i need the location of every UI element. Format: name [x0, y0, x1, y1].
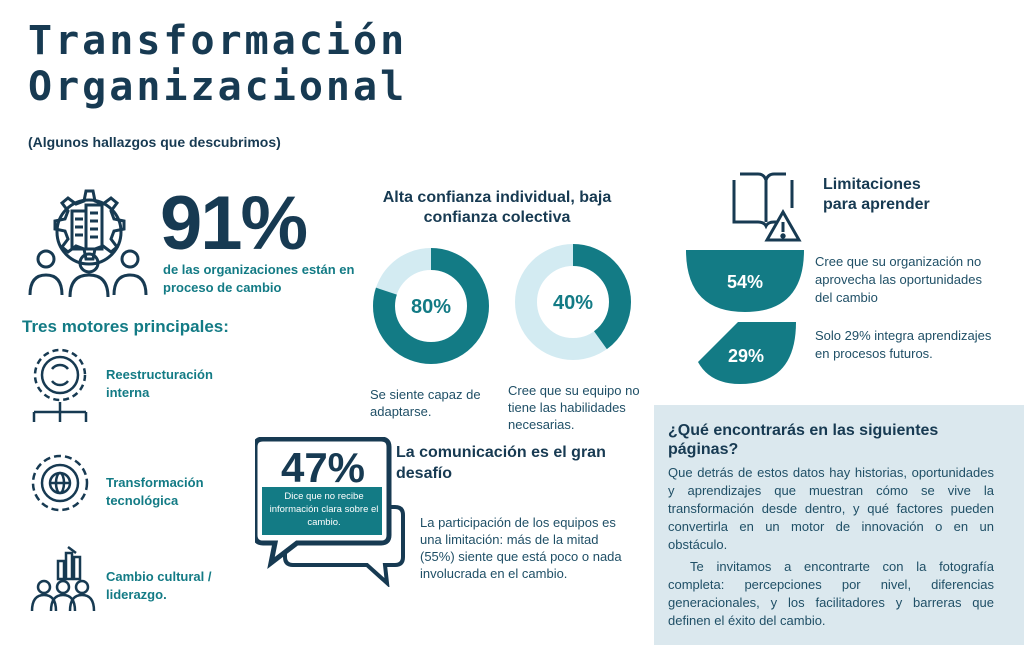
hero-stat-value: 91%: [160, 181, 308, 266]
donut-value-2: 40%: [553, 292, 593, 314]
segment-29: 29%: [698, 322, 796, 384]
speech-bubbles: [255, 437, 405, 587]
panel-paragraph-1: Que detrás de estos datos hay historias,…: [668, 465, 994, 552]
bubble-value: 47%: [280, 444, 366, 491]
motor-label-1: Reestructuración interna: [106, 367, 213, 400]
motors-title: Tres motores principales:: [22, 317, 229, 336]
limitation-text-1: Cree que su organización no aprovecha la…: [815, 254, 982, 305]
limitation-value-1: 54%: [727, 272, 763, 292]
gear-refresh-icon: [32, 348, 88, 422]
motor-label-3: Cambio cultural / liderazgo.: [106, 569, 212, 602]
donut-value-1: 80%: [411, 296, 451, 318]
next-pages-panel: [654, 405, 1024, 645]
donut-chart-2: 40%: [515, 244, 631, 360]
title-line-1: Transformación: [28, 18, 408, 64]
hero-stat-text: de las organizaciones están en proceso d…: [163, 262, 355, 295]
communication-title: La comunicación es el gran desafío: [396, 444, 606, 482]
limitations-title: Limitaciones para aprender: [823, 176, 930, 213]
donut-arc-1: [373, 248, 489, 364]
limitation-text-2: Solo 29% integra aprendizajes en proceso…: [815, 328, 992, 361]
limitation-value-2: 29%: [728, 346, 764, 366]
page-subtitle: (Algunos hallazgos que descubrimos): [28, 134, 281, 150]
semicircle-54: 54%: [686, 250, 804, 312]
donut-chart-1: 80%: [373, 248, 489, 364]
people-chart-icon: [30, 546, 96, 612]
book-warning-icon: [732, 172, 802, 242]
panel-paragraph-2: Te invitamos a encontrarte con la fotogr…: [668, 559, 994, 628]
motor-label-2: Transformación tecnológica: [106, 475, 204, 508]
panel-title: ¿Qué encontrarás en las siguientes págin…: [668, 422, 939, 458]
communication-text: La participación de los equipos es una l…: [420, 515, 622, 581]
donut-arc-2: [515, 244, 631, 360]
page-title: Transformación Organizacional: [28, 18, 407, 110]
confidence-title: Alta confianza individual, baja confianz…: [382, 189, 612, 226]
bubble-text: Dice que no recibe información clara sob…: [269, 491, 379, 528]
donut-caption-1: Se siente capaz de adaptarse.: [370, 387, 481, 419]
gear-building-people-icon: [28, 189, 148, 298]
donut-caption-2: Cree que su equipo no tiene las habilida…: [508, 383, 640, 432]
gear-globe-icon: [31, 454, 89, 512]
title-line-2: Organizacional: [28, 64, 408, 110]
